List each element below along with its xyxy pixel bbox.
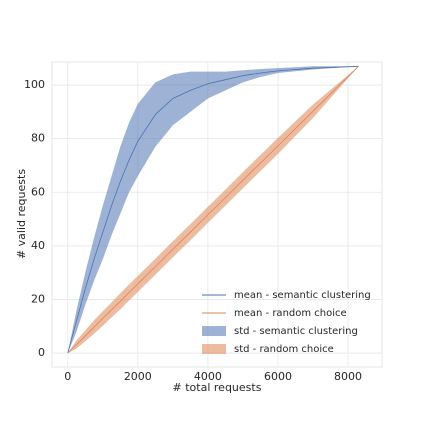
x-axis-label: # total requests bbox=[173, 381, 262, 394]
legend-label: std - semantic clustering bbox=[234, 326, 358, 337]
mean-line bbox=[67, 65, 359, 354]
y-tick-label: 20 bbox=[31, 292, 45, 305]
legend-swatch bbox=[202, 326, 226, 336]
legend-label: std - random choice bbox=[234, 344, 334, 355]
x-tick-label: 4000 bbox=[194, 370, 222, 383]
x-tick-label: 8000 bbox=[334, 370, 362, 383]
y-tick-label: 40 bbox=[31, 239, 45, 252]
x-tick-label: 2000 bbox=[124, 370, 152, 383]
y-tick-label: 60 bbox=[31, 185, 45, 198]
legend-swatch bbox=[202, 344, 226, 354]
legend-label: mean - semantic clustering bbox=[234, 290, 371, 301]
x-tick-label: 0 bbox=[64, 370, 71, 383]
x-tick-label: 6000 bbox=[264, 370, 292, 383]
legend-label: mean - random choice bbox=[234, 308, 347, 319]
y-tick-label: 0 bbox=[38, 346, 45, 359]
y-tick-label: 80 bbox=[31, 132, 45, 145]
y-axis-label: # valid requests bbox=[15, 169, 28, 259]
y-tick-label: 100 bbox=[24, 78, 45, 91]
mean-line bbox=[67, 66, 359, 354]
